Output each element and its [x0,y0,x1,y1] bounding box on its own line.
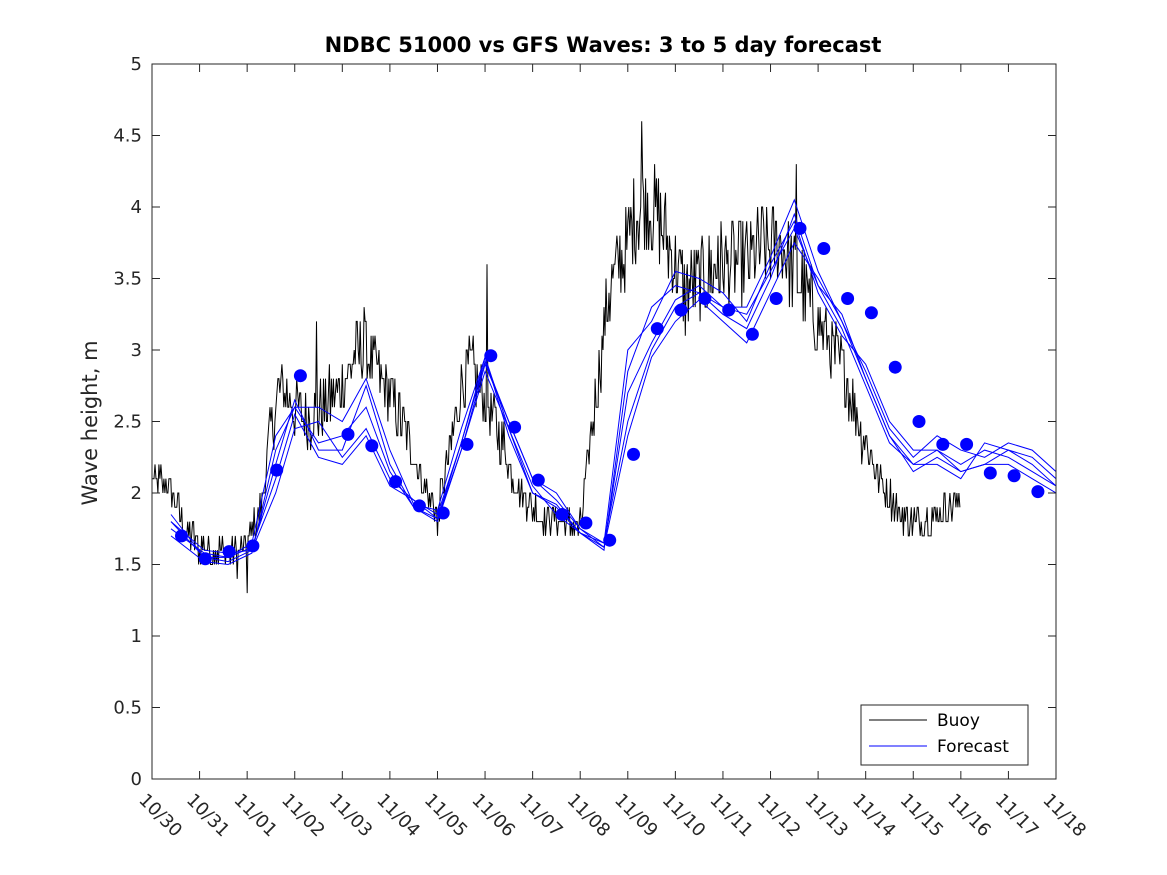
x-tick-label: 11/15 [896,790,948,842]
y-tick-label: 5 [131,54,142,75]
x-tick-label: 11/11 [705,790,757,842]
y-tick-label: 3 [131,340,142,361]
x-tick-label: 11/13 [801,790,853,842]
forecast-marker [341,427,355,441]
forecast-marker [983,466,997,480]
forecast-marker [460,437,474,451]
forecast-line-1 [170,198,1056,563]
forecast-marker [674,303,688,317]
chart-title: NDBC 51000 vs GFS Waves: 3 to 5 day fore… [325,33,882,57]
legend-forecast-label: Forecast [937,737,1009,757]
y-tick-label: 4 [131,197,142,218]
forecast-marker [793,221,807,235]
x-tick-label: 11/03 [325,790,377,842]
forecast-marker [603,533,617,547]
forecast-line-4 [170,241,1056,558]
legend-box [860,704,1029,766]
y-axis: 0 0.5 1 1.5 2 2.5 3 3.5 4 4.5 5 [113,54,1056,790]
x-tick-label: 11/16 [943,790,995,842]
forecast-line-5 [170,227,1056,566]
y-tick-label: 1 [131,626,142,647]
legend: Buoy Forecast [860,704,1029,766]
forecast-marker [198,552,212,566]
forecast-marker [960,437,974,451]
forecast-marker [531,473,545,487]
forecast-marker [555,508,569,521]
forecast-line-2 [170,212,1056,554]
forecast-marker [1031,485,1045,499]
forecast-marker [1007,469,1021,483]
x-tick-label: 11/18 [1038,790,1090,842]
forecast-marker [769,292,783,305]
y-tick-label: 2 [131,483,142,504]
x-tick-label: 11/06 [468,790,520,842]
forecast-marker [293,369,307,383]
forecast-marker [650,322,664,336]
forecast-marker [412,499,426,513]
x-tick-label: 11/04 [372,790,424,842]
forecast-marker [745,327,759,341]
forecast-marker [389,475,403,489]
forecast-marker [864,306,878,320]
forecast-marker [698,292,712,305]
legend-buoy-label: Buoy [937,711,980,731]
forecast-marker [508,420,522,434]
forecast-marker [841,292,855,305]
x-tick-label: 11/02 [277,790,329,842]
x-tick-label: 11/05 [420,790,472,842]
x-tick-label: 11/12 [753,790,805,842]
x-tick-label: 10/30 [134,790,186,842]
forecast-marker [912,415,926,428]
x-tick-label: 11/10 [658,790,710,842]
forecast-marker [270,463,284,477]
forecast-marker [222,545,236,559]
forecast-series-group [170,198,1056,566]
forecast-line-3 [170,220,1056,558]
x-tick-label: 11/17 [991,790,1043,842]
x-tick-label: 11/08 [563,790,615,842]
y-tick-label: 3.5 [113,269,142,290]
x-tick-label: 10/31 [182,790,234,842]
y-tick-label: 4.5 [113,126,142,147]
x-tick-label: 11/07 [515,790,567,842]
y-tick-label: 1.5 [113,555,142,576]
y-tick-label: 0.5 [113,698,142,719]
y-tick-label: 0 [131,769,142,790]
forecast-marker [365,439,379,453]
forecast-marker [936,437,950,451]
x-tick-label: 11/01 [230,790,282,842]
y-axis-label: Wave height, m [78,340,102,505]
forecast-marker [579,516,593,530]
forecast-marker [888,360,902,374]
forecast-marker [175,529,188,543]
forecast-marker [484,349,498,363]
forecast-marker [627,447,640,461]
forecast-marker [246,539,260,553]
forecast-marker [436,506,450,520]
forecast-marker [722,303,736,317]
y-tick-label: 2.5 [113,412,142,433]
x-tick-label: 11/09 [610,790,662,842]
forecast-markers [175,221,1045,566]
forecast-marker [817,242,831,255]
x-tick-label: 11/14 [848,790,900,842]
